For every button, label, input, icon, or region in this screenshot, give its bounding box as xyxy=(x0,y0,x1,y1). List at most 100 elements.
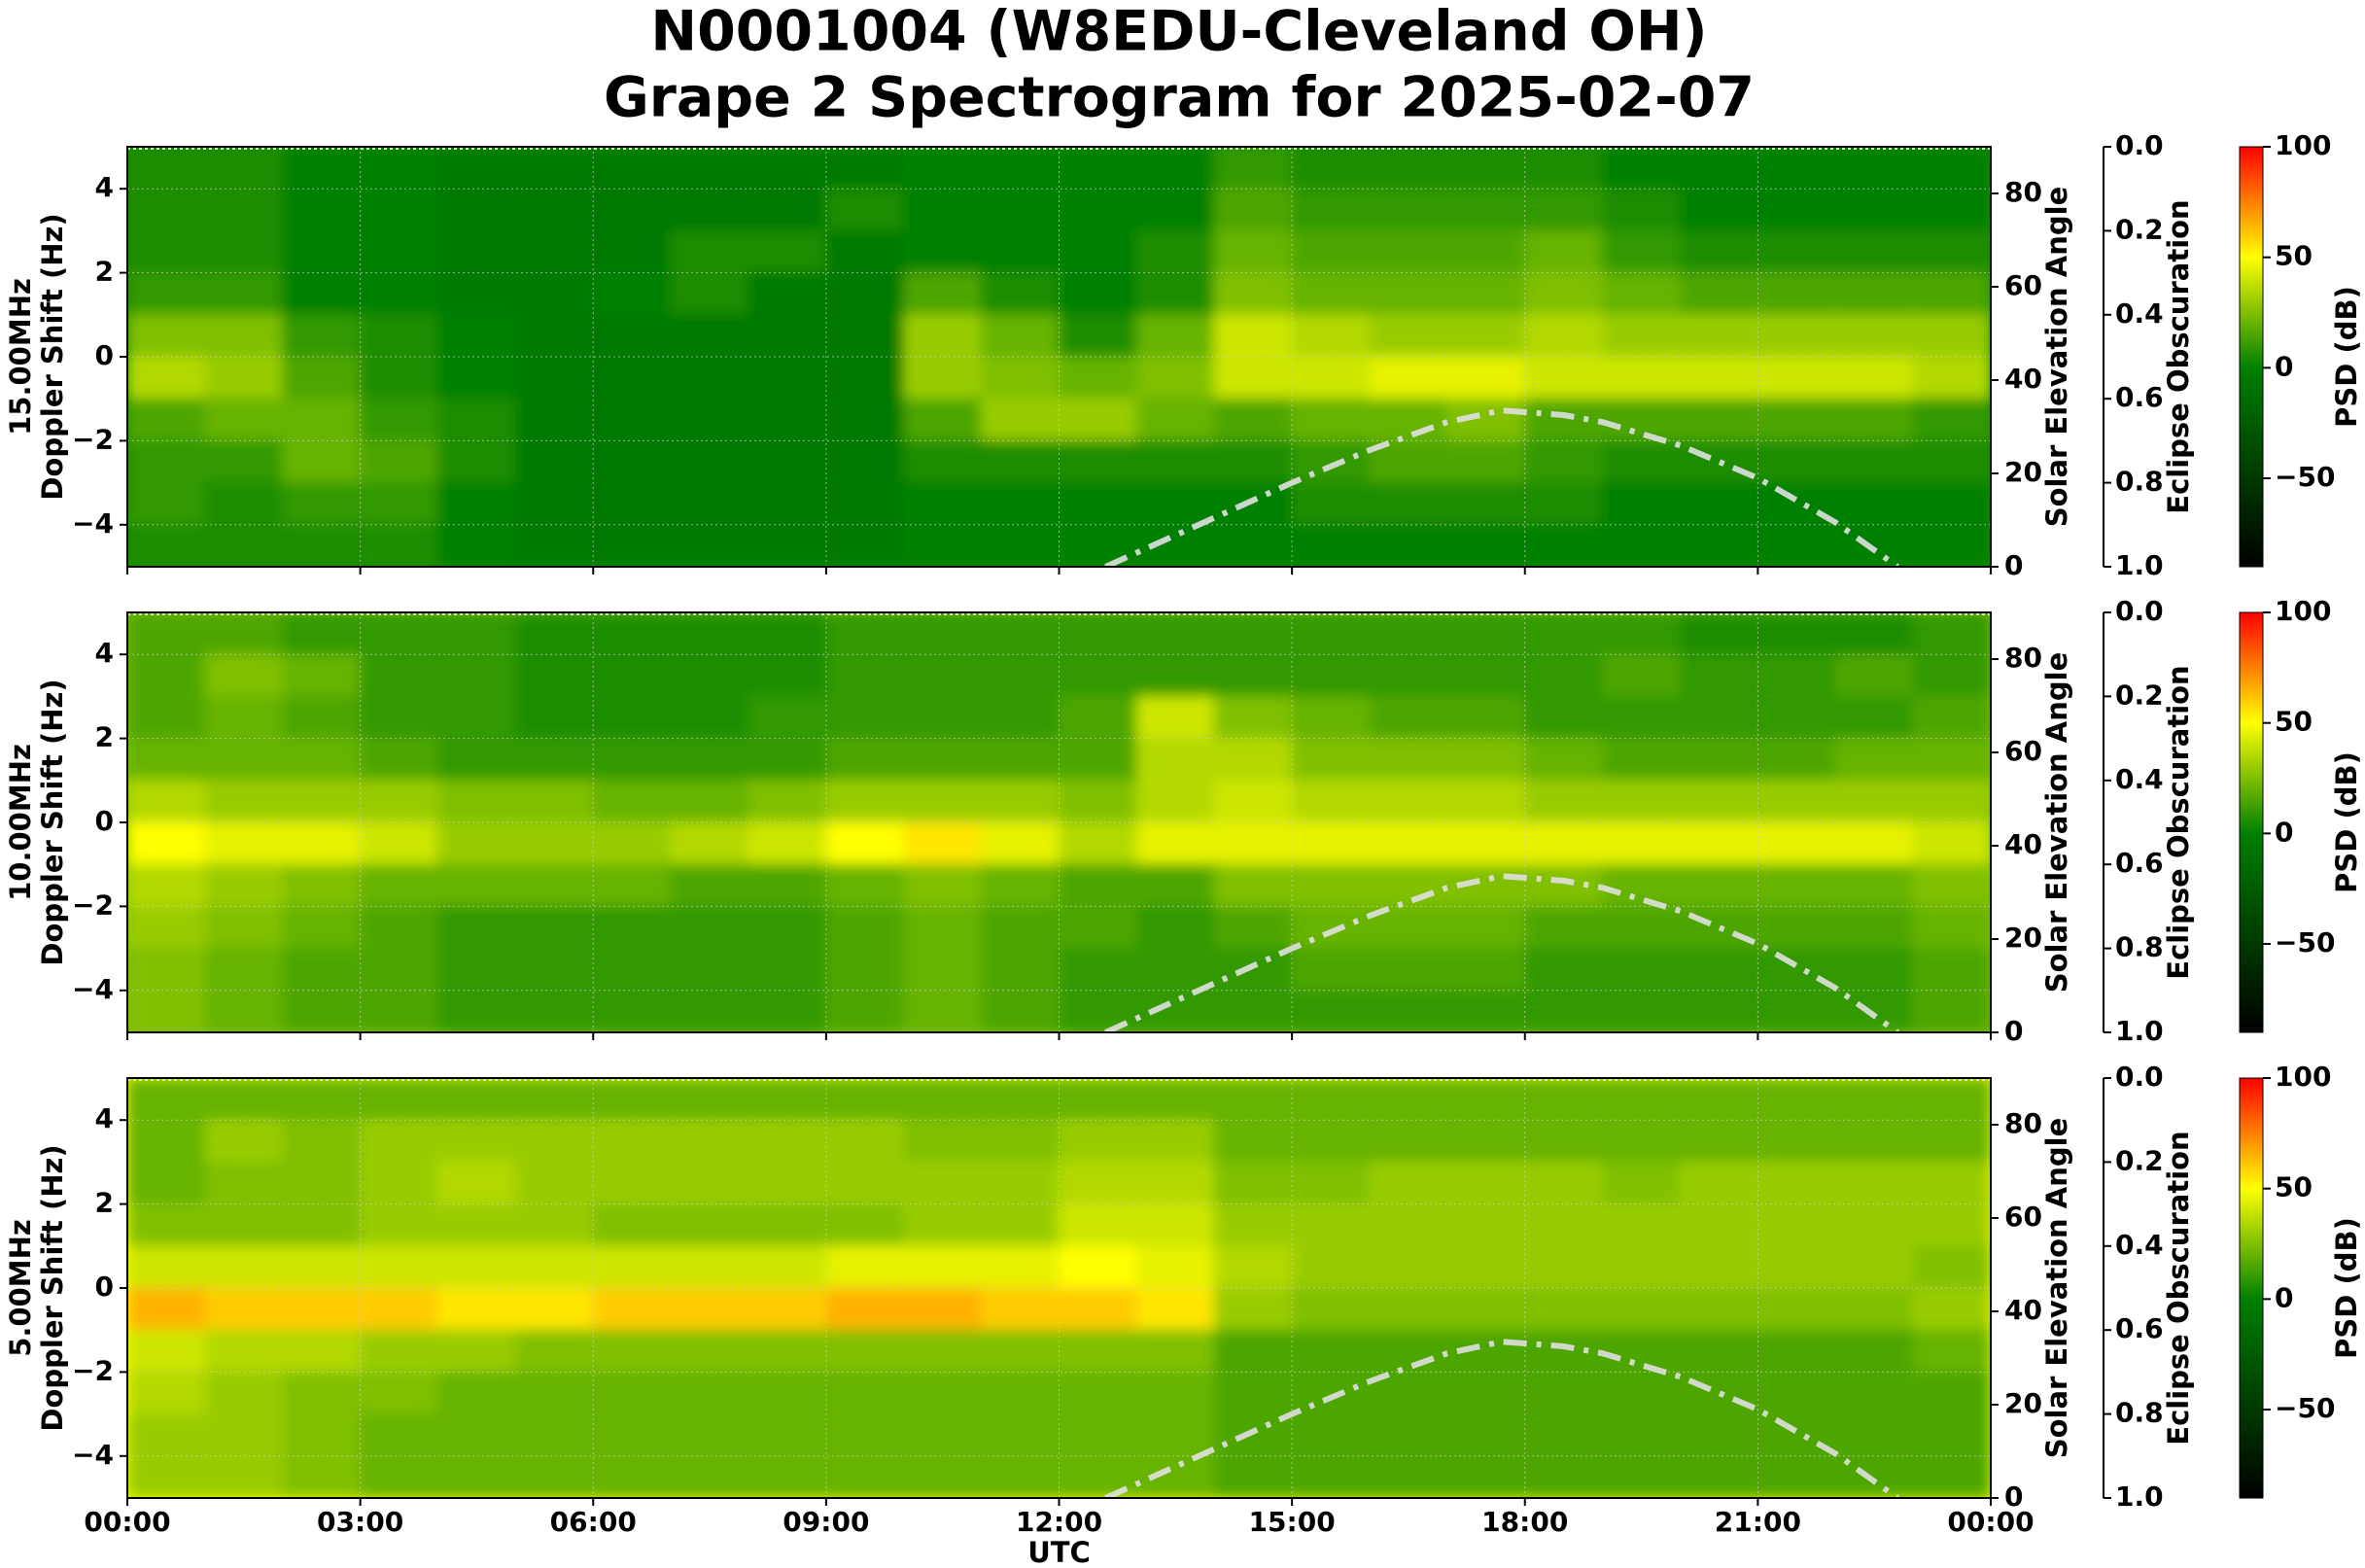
psd-cell xyxy=(670,863,749,907)
psd-cell xyxy=(1912,1287,1991,1331)
psd-cell xyxy=(592,948,672,992)
psd-cell xyxy=(981,863,1060,907)
psd-cell xyxy=(360,1078,438,1121)
psd-cell xyxy=(204,188,284,231)
psd-cell xyxy=(1213,780,1293,823)
psd-cell xyxy=(437,147,516,190)
psd-cell xyxy=(670,229,749,274)
psd-cell xyxy=(1369,1455,1448,1498)
chart-subtitle: Grape 2 Spectrogram for 2025-02-07 xyxy=(604,66,1755,130)
psd-cell xyxy=(1756,1161,1836,1205)
psd-cell xyxy=(670,1078,749,1121)
y3-tick-label: 0.4 xyxy=(2115,763,2164,795)
y2-tick-label: 40 xyxy=(2004,1294,2042,1326)
psd-cell xyxy=(981,990,1060,1032)
spectrogram xyxy=(127,612,1991,1032)
x-axis-label: UTC xyxy=(1027,1536,1091,1568)
psd-cell xyxy=(1912,863,1991,907)
psd-cell xyxy=(1059,863,1137,907)
psd-cell xyxy=(127,990,206,1032)
psd-cell xyxy=(1680,398,1758,441)
psd-cell xyxy=(1756,188,1836,231)
psd-cell xyxy=(1446,1287,1526,1331)
psd-cell xyxy=(592,398,672,441)
psd-cell xyxy=(437,990,516,1032)
psd-cell xyxy=(437,1119,516,1163)
psd-cell xyxy=(282,1078,362,1121)
psd-cell xyxy=(748,398,827,441)
colorbar-tick-label: 50 xyxy=(2275,1171,2313,1203)
colorbar-tick-label: 0 xyxy=(2275,350,2293,382)
psd-cell xyxy=(1369,780,1448,823)
psd-cell xyxy=(1524,356,1604,400)
psd-cell xyxy=(903,821,983,865)
psd-cell xyxy=(437,948,516,992)
psd-cell xyxy=(1834,398,1914,441)
psd-cell xyxy=(204,863,284,907)
psd-cell xyxy=(1135,948,1215,992)
psd-cell xyxy=(204,1455,284,1498)
psd-cell xyxy=(748,147,827,190)
psd-cell xyxy=(670,482,749,526)
psd-cell xyxy=(1291,821,1371,865)
psd-cell xyxy=(1524,188,1604,231)
psd-cell xyxy=(981,653,1060,697)
psd-cell xyxy=(825,1078,905,1121)
psd-cell xyxy=(1756,653,1836,697)
psd-cell xyxy=(514,314,594,358)
psd-cell xyxy=(1756,398,1836,441)
psd-cell xyxy=(1524,482,1604,526)
psd-cell xyxy=(360,905,438,950)
psd-cell xyxy=(981,524,1060,567)
psd-cell xyxy=(1524,1161,1604,1205)
psd-cell xyxy=(514,356,594,400)
psd-cell xyxy=(903,1203,983,1247)
x-tick-label: 00:00 xyxy=(84,1506,170,1538)
psd-cell xyxy=(903,905,983,950)
psd-cell xyxy=(282,990,362,1032)
psd-cell xyxy=(127,188,206,231)
psd-cell xyxy=(1291,356,1371,400)
psd-cell xyxy=(748,1329,827,1373)
psd-cell xyxy=(437,272,516,316)
psd-cell xyxy=(670,1161,749,1205)
psd-cell xyxy=(127,1455,206,1498)
psd-cell xyxy=(1524,863,1604,907)
psd-cell xyxy=(1756,612,1836,655)
psd-cell xyxy=(748,821,827,865)
psd-cell xyxy=(981,147,1060,190)
psd-cell xyxy=(1213,1329,1293,1373)
psd-cell xyxy=(748,356,827,400)
psd-cell xyxy=(437,1161,516,1205)
psd-cell xyxy=(514,439,594,484)
psd-cell xyxy=(1756,1245,1836,1289)
psd-cell xyxy=(1680,1455,1758,1498)
psd-cell xyxy=(1834,147,1914,190)
psd-cell xyxy=(981,272,1060,316)
psd-cell xyxy=(1602,948,1681,992)
psd-cell xyxy=(903,229,983,274)
psd-cell xyxy=(1369,147,1448,190)
psd-cell xyxy=(1524,229,1604,274)
psd-cell xyxy=(1369,612,1448,655)
psd-cell xyxy=(204,439,284,484)
psd-cell xyxy=(514,738,594,782)
psd-cell xyxy=(1059,1371,1137,1415)
psd-cell xyxy=(1369,948,1448,992)
psd-cell xyxy=(592,314,672,358)
psd-cell xyxy=(1602,1119,1681,1163)
psd-cell xyxy=(127,1161,206,1205)
psd-cell xyxy=(360,1119,438,1163)
colorbar-tick-label: 50 xyxy=(2275,240,2313,272)
psd-cell xyxy=(1135,1371,1215,1415)
psd-cell xyxy=(1059,653,1137,697)
psd-cell xyxy=(360,398,438,441)
psd-cell xyxy=(1602,1078,1681,1121)
psd-cell xyxy=(204,1287,284,1331)
psd-cell xyxy=(1369,356,1448,400)
psd-cell xyxy=(670,1329,749,1373)
psd-cell xyxy=(1834,948,1914,992)
psd-cell xyxy=(903,482,983,526)
psd-cell xyxy=(282,272,362,316)
psd-cell xyxy=(670,948,749,992)
